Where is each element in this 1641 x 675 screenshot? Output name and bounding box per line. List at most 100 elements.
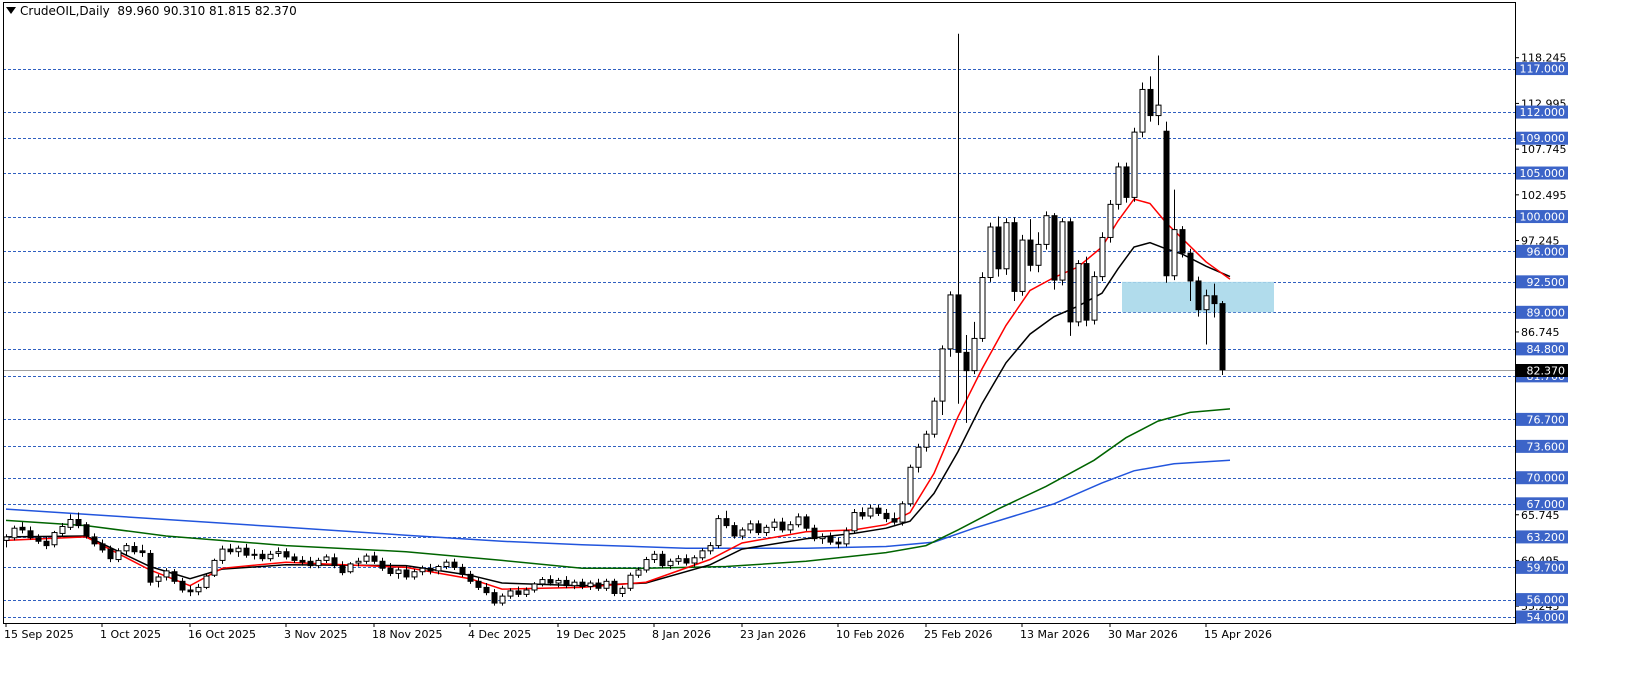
level-label: 89.000 [1527,306,1566,319]
candle [883,509,890,523]
candle-body [955,294,962,353]
candle-body [67,519,74,528]
candle-body [1083,263,1090,321]
candle-body [547,579,554,584]
candle-body [131,545,138,553]
candle [299,556,306,566]
candle [1107,200,1114,243]
candle [771,518,778,531]
candle [675,555,682,565]
candle-body [395,569,402,574]
level-label-box [1516,412,1568,426]
candle-body [243,547,250,556]
candle [1155,55,1162,126]
candle-body [851,512,858,532]
candle [1163,121,1170,283]
candle-body [1011,222,1018,292]
candle [723,510,730,529]
candle [203,574,210,590]
candle [1051,213,1058,290]
candle-body [1139,88,1146,133]
time-tick-label: 19 Dec 2025 [556,628,626,641]
candle-body [347,563,354,573]
candle [1195,276,1202,317]
time-tick-label: 30 Mar 2026 [1108,628,1178,641]
candle-body [1091,276,1098,321]
candle [371,551,378,564]
candle [1083,256,1090,327]
candle-body [531,583,538,591]
candle-body [1123,166,1130,198]
candle [11,525,18,541]
candle-body [371,555,378,562]
candle-body [859,512,866,517]
candle-body [803,516,810,529]
candle [667,558,674,570]
candle [163,568,170,581]
level-label: 105.000 [1520,167,1566,180]
time-tick-label: 10 Feb 2026 [836,628,904,641]
time-tick-label: 15 Apr 2026 [1204,628,1272,641]
candle-body [227,548,234,553]
candle-body [291,556,298,561]
price-tick-label: 65.745 [1521,509,1560,522]
candle [1171,189,1178,281]
candle-body [899,503,906,523]
candle [627,572,634,591]
price-tick-label: 118.245 [1521,52,1567,65]
candle [155,574,162,588]
candle [275,547,282,557]
candle [27,526,34,540]
candle [1027,219,1034,272]
candle [563,576,570,589]
candle-body [643,559,650,571]
candle-body [1163,130,1170,277]
candle-body [299,559,306,563]
candle [283,548,290,560]
level-label: 67.000 [1527,498,1566,511]
price-tick-label: 102.495 [1521,189,1567,202]
candle [427,563,434,575]
level-label-box [1516,439,1568,453]
candle-body [235,547,242,553]
candle-body [211,559,218,576]
candle [571,579,578,590]
candle [1179,226,1186,258]
candle-body [1155,104,1162,117]
candle [555,577,562,588]
candle [403,565,410,580]
candle-body [515,590,522,595]
candle [971,321,978,375]
candle-body [483,586,490,594]
candle-body [11,527,18,539]
level-label-box [1516,305,1568,319]
candle-body [1171,229,1178,277]
candle-body [1147,88,1154,117]
candle [395,567,402,579]
candle [715,515,722,549]
candle [1147,76,1154,122]
candle [75,512,82,529]
dropdown-triangle-icon[interactable] [6,7,16,14]
candle [171,569,178,584]
candle-body [947,294,954,350]
candle [539,576,546,587]
candle-body [979,276,986,339]
candle-body [939,348,946,402]
candle-body [27,530,34,539]
candle-body [355,560,362,564]
candle-body [579,581,586,588]
candle [859,507,866,520]
candle-body [603,580,610,589]
candle-body [747,523,754,531]
candle-body [683,558,690,564]
candle [219,545,226,564]
price-scale[interactable]: 118.245112.995107.745102.49597.24586.745… [1515,52,1568,624]
time-axis[interactable]: 15 Sep 2025 1 Oct 2025 16 Oct 2025 3 Nov 20… [4,623,1272,641]
candle [347,562,354,574]
candle [1035,232,1042,273]
candle [651,550,658,564]
candle [739,527,746,540]
candle-body [59,525,66,534]
